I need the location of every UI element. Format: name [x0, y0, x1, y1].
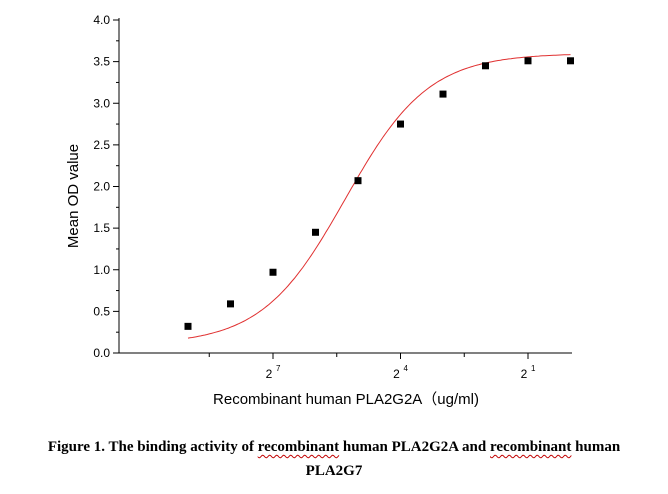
y-tick-label: 2.5: [93, 138, 110, 152]
figure-caption-line-2: PLA2G7: [305, 463, 363, 479]
x-axis-label: Recombinant human PLA2G2A（ug/ml): [213, 391, 479, 408]
data-point: [482, 62, 489, 70]
caption-part: recombinant: [257, 439, 340, 455]
y-tick-label: 0.5: [93, 304, 110, 318]
y-tick-label: 1.5: [93, 221, 110, 235]
y-tick-label: 3.5: [93, 55, 110, 69]
caption-part: human: [571, 439, 621, 455]
y-tick-label: 1.0: [93, 263, 110, 277]
data-point: [439, 90, 447, 98]
y-tick-label: 0.0: [93, 346, 110, 360]
x-tick-exponent: 4: [404, 364, 409, 373]
axes: [118, 18, 572, 354]
x-tick-label: 2: [393, 367, 400, 381]
y-axis-label: Mean OD value: [65, 144, 82, 248]
data-point: [184, 322, 192, 330]
x-tick-exponent: 1: [531, 364, 536, 373]
y-ticks: 0.0 0.5 1.0 1.5 2.0 2.5 3.0 3.5 4.0: [93, 13, 119, 360]
data-point: [567, 57, 574, 65]
data-point: [354, 177, 362, 185]
fit-curve: [187, 54, 571, 339]
y-tick-label: 4.0: [93, 13, 110, 27]
x-tick-label: 2: [266, 367, 273, 381]
x-tick-label: 2: [521, 367, 528, 381]
figure-caption-line-1: Figure 1. The binding activity of recomb…: [0, 439, 668, 456]
data-points: [184, 57, 574, 330]
y-tick-label: 3.0: [93, 96, 110, 110]
data-point: [227, 300, 234, 308]
data-point: [397, 120, 404, 128]
caption-part: Figure 1. The binding activity of: [47, 439, 258, 455]
caption-part: human PLA2G2A and: [339, 439, 490, 455]
x-tick-exponent: 7: [276, 364, 281, 373]
data-point: [524, 57, 532, 65]
data-point: [312, 228, 319, 236]
y-tick-label: 2.0: [93, 180, 110, 194]
caption-part: recombinant: [490, 439, 572, 455]
data-point: [269, 268, 277, 276]
